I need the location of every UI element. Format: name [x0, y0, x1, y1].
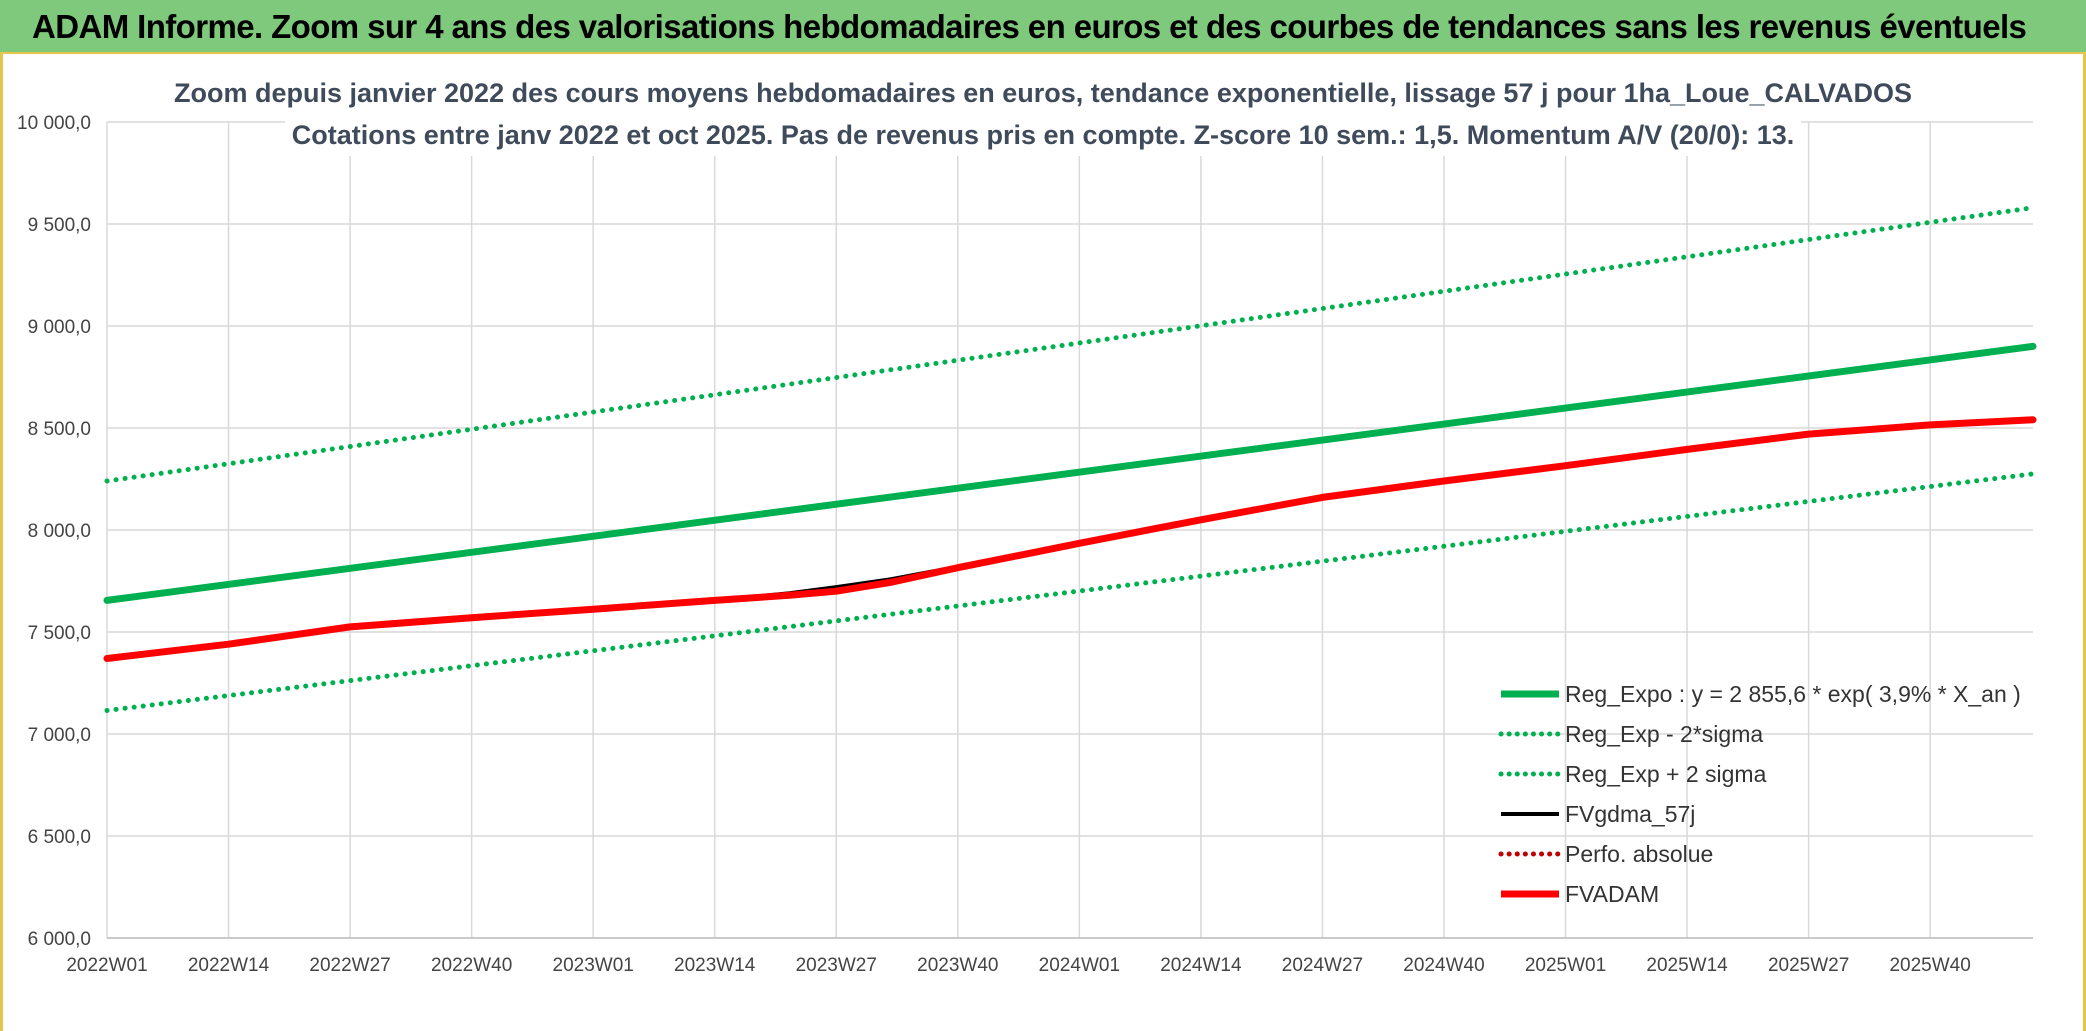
series-line-0: [103, 342, 2037, 604]
series-line-2: [104, 205, 2036, 484]
x-tick-label: 2022W40: [431, 955, 512, 976]
y-tick-label: 9 500,0: [28, 215, 91, 236]
x-tick-label: 2025W27: [1768, 955, 1849, 976]
x-tick-label: 2023W01: [553, 955, 634, 976]
y-tick-label: 6 500,0: [28, 827, 91, 848]
legend-entry-label: Perfo. absolue: [1565, 841, 1713, 867]
x-tick-label: 2024W40: [1403, 955, 1484, 976]
y-tick-label: 7 500,0: [28, 623, 91, 644]
x-tick-label: 2024W27: [1282, 955, 1363, 976]
grid-lines: [106, 121, 2033, 939]
x-tick-label: 2025W01: [1525, 955, 1606, 976]
y-tick-label: 8 000,0: [28, 521, 91, 542]
y-tick-label: 9 000,0: [28, 317, 91, 338]
x-tick-label: 2023W27: [796, 955, 877, 976]
legend-entry-label: Reg_Exp - 2*sigma: [1565, 721, 1763, 747]
y-tick-label: 8 500,0: [28, 419, 91, 440]
x-tick-label: 2025W40: [1889, 955, 1970, 976]
banner-title: ADAM Informe. Zoom sur 4 ans des valoris…: [32, 8, 2027, 45]
chart-title-line: Cotations entre janv 2022 et oct 2025. P…: [292, 120, 1795, 150]
y-tick-label: 10 000,0: [17, 113, 91, 134]
y-tick-label: 7 000,0: [28, 725, 91, 746]
chart-title-background: [285, 74, 1801, 156]
y-tick-label: 6 000,0: [28, 929, 91, 950]
page-banner: ADAM Informe. Zoom sur 4 ans des valoris…: [0, 0, 2086, 54]
chart-title: Zoom depuis janvier 2022 des cours moyen…: [174, 78, 1912, 150]
legend-entry-label: Reg_Expo : y = 2 855,6 * exp( 3,9% * X_a…: [1565, 681, 2021, 707]
legend-entry-label: FVADAM: [1565, 881, 1659, 907]
legend-entry-label: FVgdma_57j: [1565, 801, 1695, 827]
legend-entry-label: Reg_Exp + 2 sigma: [1565, 761, 1767, 787]
x-tick-label: 2024W14: [1160, 955, 1242, 976]
chart-title-line: Zoom depuis janvier 2022 des cours moyen…: [174, 78, 1912, 108]
series-line-5: [103, 416, 2037, 662]
x-tick-label: 2023W14: [674, 955, 756, 976]
x-tick-label: 2022W27: [309, 955, 390, 976]
chart-legend: Reg_Expo : y = 2 855,6 * exp( 3,9% * X_a…: [1498, 681, 2021, 907]
series-lines: [103, 205, 2037, 713]
chart-frame: 10 000,0 9 500,0 9 000,0 8 500,0 8 000,0 7 50…: [0, 54, 2086, 1031]
y-axis-ticks: 10 000,0 9 500,0 9 000,0 8 500,0 8 000,0 7 50…: [17, 113, 91, 950]
line-chart: 10 000,0 9 500,0 9 000,0 8 500,0 8 000,0 7 50…: [17, 74, 2037, 976]
x-axis-ticks: 2022W01 2022W14 2022W27 2022W40 2023W01 2023W…: [66, 955, 1970, 976]
series-line-1: [104, 471, 2036, 713]
x-tick-label: 2025W14: [1646, 955, 1728, 976]
x-tick-label: 2023W40: [917, 955, 998, 976]
x-tick-label: 2022W14: [188, 955, 270, 976]
x-tick-label: 2024W01: [1039, 955, 1120, 976]
x-tick-label: 2022W01: [66, 955, 147, 976]
